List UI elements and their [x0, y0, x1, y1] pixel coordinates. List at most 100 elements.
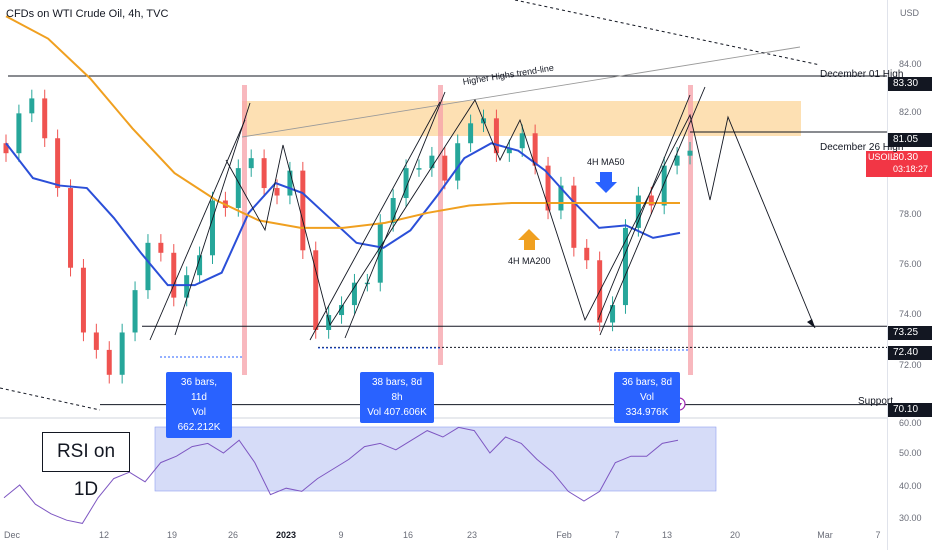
time-tick: 12 — [98, 530, 110, 540]
candle-body — [313, 250, 319, 330]
price-tick: 82.00 — [899, 107, 922, 117]
price-tick: 76.00 — [899, 259, 922, 269]
projection-path — [225, 99, 816, 329]
rsi-line — [3, 426, 679, 524]
candle-body — [197, 255, 203, 276]
cycle-marker-1 — [242, 85, 247, 375]
channel-line-3 — [309, 101, 441, 341]
measure-box-2[interactable]: 38 bars, 8d 8h Vol 407.606K — [360, 372, 434, 423]
candle-body — [661, 165, 667, 206]
candle-body — [403, 168, 409, 199]
measure-bars: 36 bars, 11d — [180, 377, 218, 403]
currency-label: USD — [900, 8, 920, 18]
chart-title: CFDs on WTI Crude Oil, 4h, TVC — [6, 8, 169, 20]
candle-body — [558, 185, 564, 211]
candle-body — [300, 170, 306, 251]
candle-body — [455, 143, 461, 181]
dashed-trendline-bottom — [0, 387, 101, 411]
channel-line-4 — [344, 91, 446, 339]
measure-box-1[interactable]: 36 bars, 11d Vol 662.212K — [166, 372, 232, 438]
ma50-label: 4H MA50 — [587, 157, 625, 167]
candle-body — [16, 113, 22, 154]
candle-body — [610, 305, 616, 323]
time-tick: 13 — [661, 530, 673, 540]
cycle-marker-3 — [688, 85, 693, 375]
dashed-trendline-top — [514, 0, 821, 66]
candle-body — [493, 118, 499, 154]
ma200-label: 4H MA200 — [508, 256, 551, 266]
candle-body — [248, 158, 254, 169]
candle-body — [68, 188, 74, 268]
candle-body — [55, 138, 61, 189]
price-tag-dec01-high: 83.30 — [888, 77, 932, 91]
time-tick: 7 — [614, 530, 620, 540]
resistance-zone — [242, 101, 801, 136]
candle-body — [80, 267, 86, 333]
candle-body — [93, 332, 99, 350]
projection-arrowhead — [807, 319, 815, 328]
candle-body — [261, 158, 267, 189]
candle-body — [674, 155, 680, 166]
rsi-zone — [154, 426, 717, 492]
measure-vol: Vol 662.212K — [177, 407, 221, 433]
rsi-tick: 30.00 — [899, 513, 922, 523]
price-tag-72-40: 72.40 — [888, 346, 932, 360]
measure-bars: 38 bars, 8d 8h — [371, 377, 423, 403]
countdown-tag: 03:18:27 — [893, 164, 929, 174]
channel-line-1 — [149, 119, 246, 341]
measure-vol: Vol 334.976K — [625, 392, 669, 418]
measure-box-3[interactable]: 36 bars, 8d Vol 334.976K — [614, 372, 680, 423]
cycle-marker-2 — [438, 85, 443, 365]
price-tick: 78.00 — [899, 209, 922, 219]
candle-body — [519, 133, 525, 149]
candle-body — [429, 155, 435, 169]
candle-body — [390, 198, 396, 223]
channel-line-2 — [174, 102, 251, 336]
price-tick: 72.00 — [899, 360, 922, 370]
time-tick: 16 — [402, 530, 414, 540]
time-tick: 7 — [875, 530, 881, 540]
candle-body — [287, 170, 293, 196]
time-tick: Feb — [556, 530, 572, 540]
candle-body — [235, 168, 241, 208]
symbol-tag: USOIL — [868, 152, 896, 162]
candle-body — [3, 143, 9, 154]
candle-body — [622, 227, 628, 306]
candle-body — [532, 133, 538, 166]
candle-body — [171, 252, 177, 298]
candle-body — [416, 168, 422, 170]
candle-body — [584, 247, 590, 261]
rsi-tick: 40.00 — [899, 481, 922, 491]
measure-bars: 36 bars, 8d — [621, 377, 673, 388]
candle-body — [351, 282, 357, 306]
time-tick: Mar — [817, 530, 833, 540]
candle-body — [468, 123, 474, 144]
candle-body — [132, 290, 138, 333]
price-tag-dec26-high: 81.05 — [888, 133, 932, 147]
candle-body — [158, 242, 164, 253]
time-tick: 19 — [166, 530, 178, 540]
candle-body — [119, 332, 125, 375]
channel-line-6 — [599, 86, 706, 336]
ma50-arrow-icon — [595, 172, 617, 193]
candle-body — [209, 200, 215, 256]
time-tick: 23 — [466, 530, 478, 540]
candle-body — [442, 155, 448, 181]
candle-body — [339, 305, 345, 316]
price-tick: 84.00 — [899, 59, 922, 69]
rsi-tick: 50.00 — [899, 448, 922, 458]
price-tag-73-25: 73.25 — [888, 326, 932, 340]
candle-body — [545, 165, 551, 211]
time-tick: Dec — [3, 530, 21, 540]
ma50-line — [5, 142, 681, 287]
higher-highs-trendline — [241, 46, 801, 138]
december-26-high-label: December 26 High — [820, 142, 904, 153]
candle-body — [184, 275, 190, 298]
time-tick: 9 — [338, 530, 344, 540]
candle-body — [326, 315, 332, 330]
candle-body — [274, 188, 280, 196]
ma200-line — [5, 15, 680, 229]
last-price-tag: 80.30 — [893, 152, 919, 163]
candle-body — [648, 195, 654, 206]
